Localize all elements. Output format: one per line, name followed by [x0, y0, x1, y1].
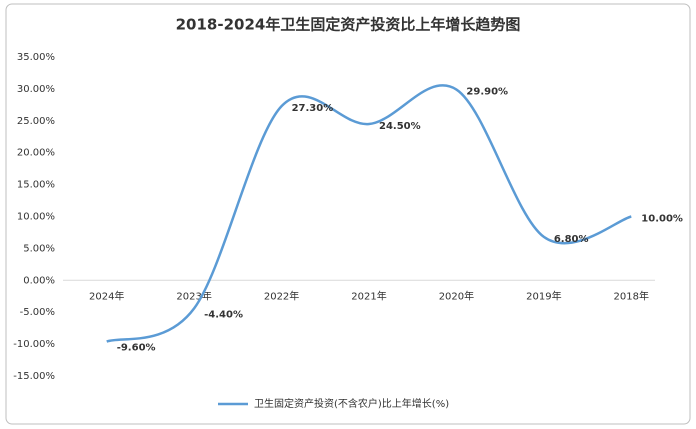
y-tick-label: 35.00%: [17, 52, 55, 63]
chart-title: 2018-2024年卫生固定资产投资比上年增长趋势图: [176, 16, 521, 34]
legend-label: 卫生固定资产投资(不含农户)比上年增长(%): [254, 397, 449, 410]
y-tick-label: 5.00%: [23, 243, 55, 254]
y-tick-label: 30.00%: [17, 84, 55, 95]
x-tick-label: 2022年: [264, 289, 299, 302]
data-label: 29.90%: [466, 87, 508, 98]
x-tick-label: 2018年: [614, 289, 649, 302]
x-tick-label: 2019年: [526, 289, 561, 302]
data-label: -4.40%: [204, 309, 243, 320]
y-tick-label: -10.00%: [13, 339, 55, 350]
chart-border: [5, 3, 691, 425]
data-label: -9.60%: [117, 343, 156, 354]
y-tick-label: 10.00%: [17, 212, 55, 223]
y-tick-label: 20.00%: [17, 148, 55, 159]
y-tick-label: -15.00%: [13, 371, 55, 382]
x-tick-label: 2023年: [176, 289, 211, 302]
data-label: 27.30%: [292, 103, 334, 114]
line-series: [106, 84, 632, 343]
y-tick-label: 0.00%: [23, 275, 55, 286]
y-tick-label: 15.00%: [17, 180, 55, 191]
x-tick-label: 2020年: [439, 289, 474, 302]
data-label: 6.80%: [554, 234, 589, 245]
y-tick-label: 25.00%: [17, 116, 55, 127]
y-tick-label: -5.00%: [20, 307, 55, 318]
data-label: 24.50%: [379, 121, 421, 132]
x-tick-label: 2024年: [89, 289, 124, 302]
data-label: 10.00%: [641, 214, 683, 225]
x-tick-label: 2021年: [351, 289, 386, 302]
